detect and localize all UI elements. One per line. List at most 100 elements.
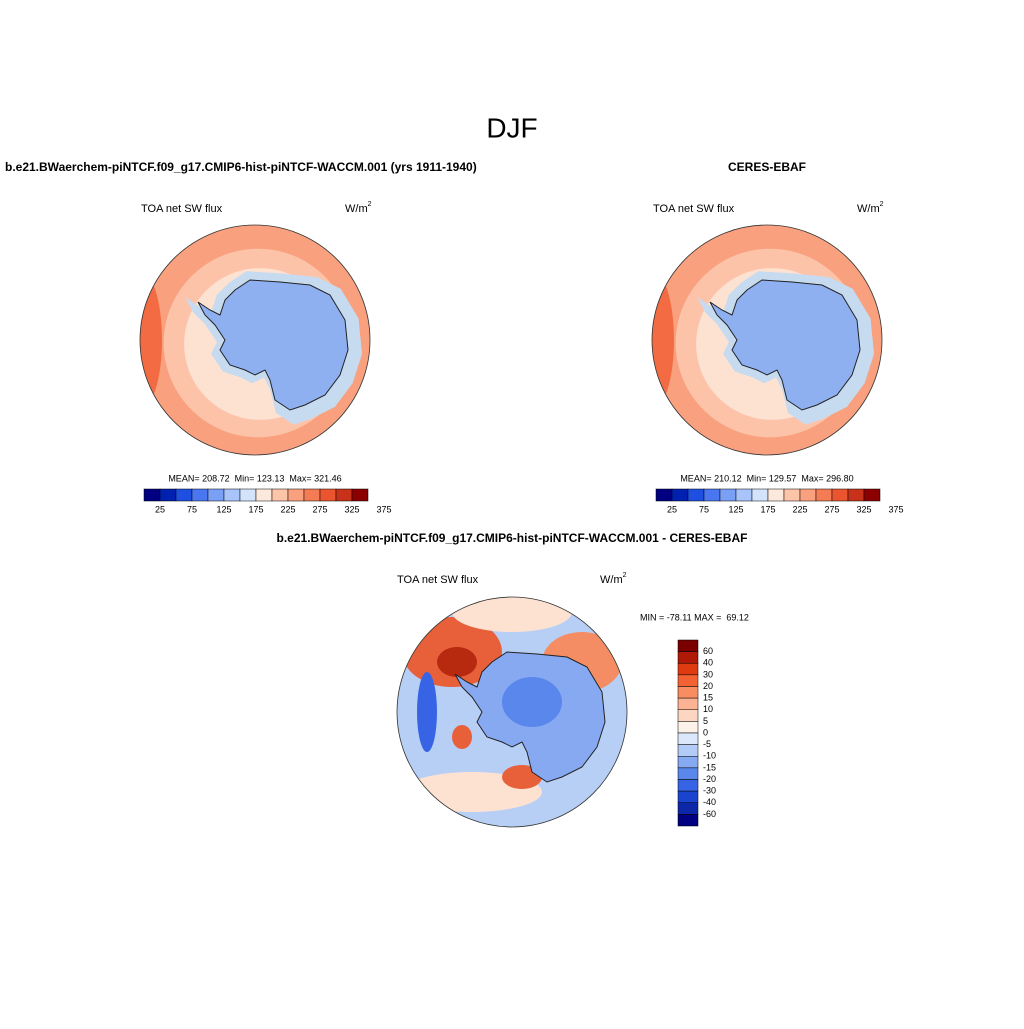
map-border — [139, 224, 371, 456]
colorbar-box — [767, 488, 785, 502]
patch — [452, 597, 572, 632]
colorbar-label: 175 — [248, 504, 263, 514]
colorbar-box — [799, 488, 817, 502]
colorbar-label: 225 — [280, 504, 295, 514]
colorbar-box — [677, 697, 699, 710]
map — [397, 597, 627, 827]
colorbar-box — [677, 779, 699, 792]
colorbar-box — [143, 488, 161, 502]
colorbar-label: 40 — [703, 658, 713, 668]
colorbar-label: 275 — [824, 504, 839, 514]
colorbar-label: 60 — [703, 646, 713, 656]
patch — [452, 725, 472, 749]
units-base: W/m — [857, 203, 880, 215]
colorbar-box — [175, 488, 193, 502]
colorbar-label: 5 — [703, 716, 708, 726]
colorbar-box — [677, 709, 699, 722]
units: W/m2 — [600, 572, 627, 586]
colorbar-box — [677, 744, 699, 757]
colorbar-label: 375 — [376, 504, 391, 514]
units: W/m2 — [345, 201, 372, 215]
map-border — [651, 224, 883, 456]
map — [140, 225, 370, 455]
colorbar-label: 0 — [703, 727, 708, 737]
colorbar-label: 375 — [888, 504, 903, 514]
colorbar-box — [239, 488, 257, 502]
colorbar-label: 225 — [792, 504, 807, 514]
panel-title: b.e21.BWaerchem-piNTCF.f09_g17.CMIP6-his… — [277, 531, 748, 545]
colorbar-box — [159, 488, 177, 502]
colorbar-box — [687, 488, 705, 502]
colorbar-label: 275 — [312, 504, 327, 514]
colorbar-label: 10 — [703, 704, 713, 714]
colorbar-box — [677, 767, 699, 780]
colorbar-label: 175 — [760, 504, 775, 514]
continent — [197, 279, 349, 411]
colorbar-label: -5 — [703, 739, 711, 749]
patch — [417, 672, 437, 752]
panel-title: b.e21.BWaerchem-piNTCF.f09_g17.CMIP6-his… — [5, 160, 477, 174]
colorbar-label: 75 — [699, 504, 709, 514]
colorbar-label: 325 — [856, 504, 871, 514]
band — [652, 270, 674, 410]
colorbar-box — [783, 488, 801, 502]
stats: MEAN= 210.12 Min= 129.57 Max= 296.80 — [680, 473, 853, 483]
colorbar-label: 325 — [344, 504, 359, 514]
patch — [437, 647, 477, 677]
colorbar-box — [735, 488, 753, 502]
stats: MEAN= 208.72 Min= 123.13 Max= 321.46 — [168, 473, 341, 483]
colorbar-label: -30 — [703, 786, 716, 796]
colorbar-box — [815, 488, 833, 502]
colorbar-box — [207, 488, 225, 502]
colorbar-box — [223, 488, 241, 502]
colorbar-label: -40 — [703, 797, 716, 807]
colorbar-label: 125 — [728, 504, 743, 514]
left-label: TOA net SW flux — [397, 574, 479, 586]
colorbar-label: 30 — [703, 669, 713, 679]
patch — [502, 677, 562, 727]
colorbar-box — [191, 488, 209, 502]
panel-title: CERES-EBAF — [728, 160, 806, 174]
units-base: W/m — [345, 203, 368, 215]
colorbar-box — [677, 721, 699, 734]
colorbar-box — [677, 686, 699, 699]
colorbar-box — [703, 488, 721, 502]
colorbar-box — [677, 802, 699, 815]
colorbar-box — [677, 756, 699, 769]
figure-title: DJF — [486, 112, 537, 143]
stats: MIN = -78.11 MAX = 69.12 — [640, 612, 749, 622]
map-border — [396, 596, 628, 828]
colorbar-box — [677, 639, 699, 652]
colorbar-box — [271, 488, 289, 502]
colorbar-box — [677, 663, 699, 676]
colorbar-box — [677, 651, 699, 664]
colorbar-box — [847, 488, 865, 502]
colorbar-box — [831, 488, 849, 502]
left-label: TOA net SW flux — [141, 203, 223, 215]
colorbar-box — [677, 814, 699, 827]
map — [652, 225, 882, 455]
colorbar-label: 75 — [187, 504, 197, 514]
units: W/m2 — [857, 201, 884, 215]
colorbar-box — [677, 790, 699, 803]
continent — [709, 279, 861, 411]
colorbar-label: -10 — [703, 751, 716, 761]
colorbar-label: -60 — [703, 809, 716, 819]
colorbar-box — [751, 488, 769, 502]
colorbar-box — [719, 488, 737, 502]
colorbar-box — [677, 674, 699, 687]
colorbar-label: 25 — [155, 504, 165, 514]
colorbar-box — [655, 488, 673, 502]
colorbar-box — [671, 488, 689, 502]
colorbar-label: 25 — [667, 504, 677, 514]
left-label: TOA net SW flux — [653, 203, 735, 215]
colorbar-box — [335, 488, 353, 502]
units-exponent: 2 — [623, 572, 627, 579]
units-exponent: 2 — [880, 201, 884, 208]
colorbar-label: -20 — [703, 774, 716, 784]
colorbar-label: 15 — [703, 693, 713, 703]
colorbar-label: 20 — [703, 681, 713, 691]
colorbar-box — [863, 488, 881, 502]
colorbar-box — [255, 488, 273, 502]
units-base: W/m — [600, 574, 623, 586]
